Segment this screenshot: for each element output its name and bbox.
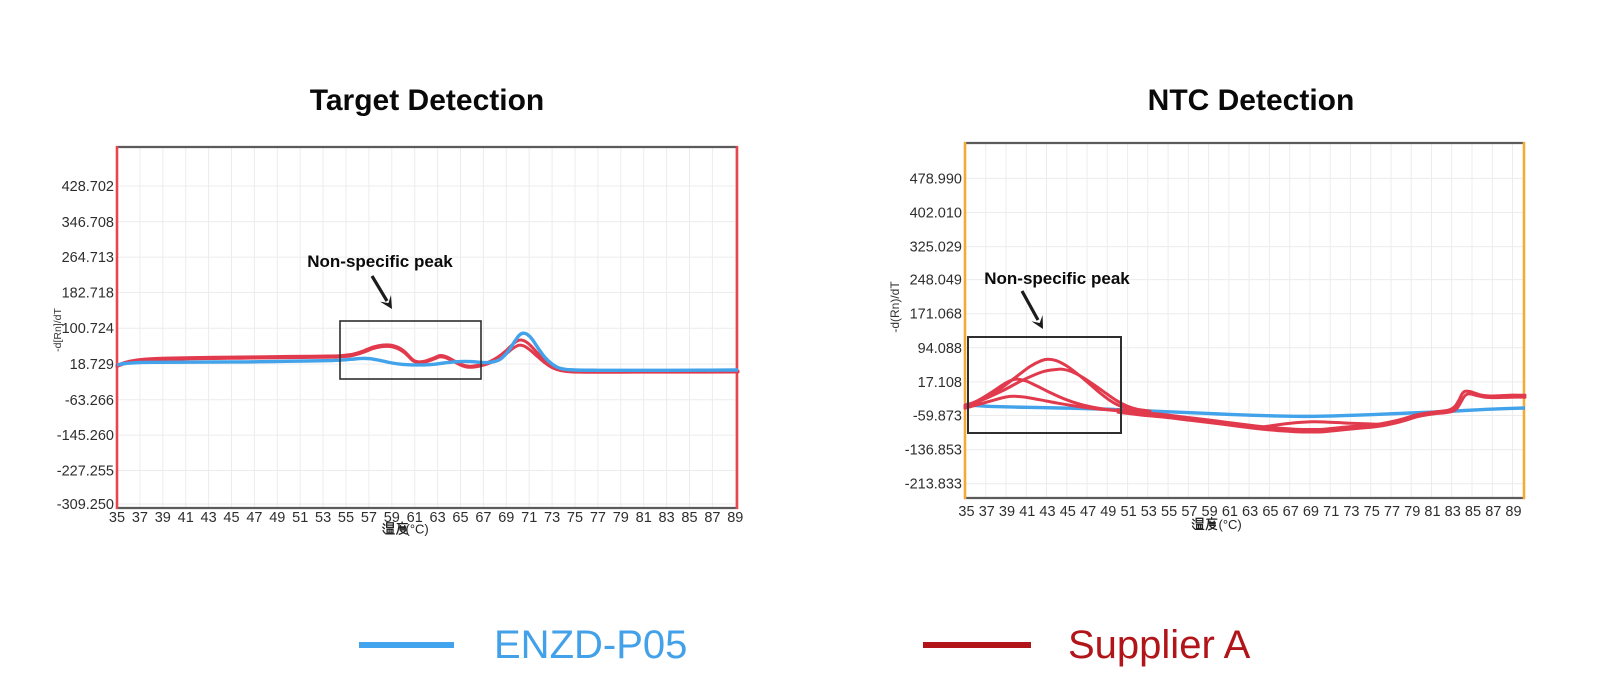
svg-text:61: 61	[407, 510, 423, 526]
svg-text:63: 63	[430, 510, 446, 526]
svg-text:ENZD-P05: ENZD-P05	[494, 623, 687, 667]
svg-text:35: 35	[109, 510, 125, 526]
svg-text:75: 75	[567, 510, 583, 526]
svg-text:100.724: 100.724	[62, 321, 114, 337]
svg-text:75: 75	[1364, 504, 1380, 520]
svg-text:63: 63	[1242, 504, 1258, 520]
svg-text:81: 81	[1424, 504, 1440, 520]
svg-text:45: 45	[1060, 504, 1076, 520]
svg-text:-136.853: -136.853	[905, 443, 962, 459]
svg-text:83: 83	[1445, 504, 1461, 520]
svg-text:61: 61	[1222, 504, 1238, 520]
svg-text:Target Detection: Target Detection	[310, 84, 544, 117]
svg-text:53: 53	[315, 510, 331, 526]
svg-text:49: 49	[269, 510, 285, 526]
svg-text:69: 69	[498, 510, 514, 526]
svg-text:79: 79	[613, 510, 629, 526]
svg-text:346.708: 346.708	[62, 215, 114, 231]
svg-text:41: 41	[178, 510, 194, 526]
svg-text:325.029: 325.029	[910, 240, 962, 256]
svg-text:59: 59	[384, 510, 400, 526]
svg-text:59: 59	[1202, 504, 1218, 520]
svg-text:-213.833: -213.833	[905, 477, 962, 493]
svg-text:67: 67	[475, 510, 491, 526]
svg-text:89: 89	[727, 510, 743, 526]
svg-text:89: 89	[1505, 504, 1521, 520]
svg-text:47: 47	[1080, 504, 1096, 520]
svg-text:-63.266: -63.266	[65, 393, 114, 409]
svg-text:182.718: 182.718	[62, 286, 114, 302]
svg-text:65: 65	[1262, 504, 1278, 520]
svg-text:41: 41	[1019, 504, 1035, 520]
svg-text:67: 67	[1283, 504, 1299, 520]
svg-text:79: 79	[1404, 504, 1420, 520]
svg-text:39: 39	[999, 504, 1015, 520]
svg-text:Non-specific peak: Non-specific peak	[307, 252, 453, 271]
svg-text:39: 39	[155, 510, 171, 526]
svg-text:51: 51	[292, 510, 308, 526]
svg-text:81: 81	[636, 510, 652, 526]
svg-text:51: 51	[1121, 504, 1137, 520]
svg-text:402.010: 402.010	[910, 206, 962, 222]
svg-text:(°C): (°C)	[406, 522, 429, 537]
svg-text:47: 47	[246, 510, 262, 526]
svg-text:-309.250: -309.250	[57, 497, 114, 513]
svg-text:83: 83	[659, 510, 675, 526]
svg-text:71: 71	[1323, 504, 1339, 520]
svg-text:171.068: 171.068	[910, 307, 962, 323]
svg-text:-d(Rn)/dT: -d(Rn)/dT	[888, 281, 902, 333]
svg-text:43: 43	[1039, 504, 1055, 520]
svg-text:(°C): (°C)	[1219, 517, 1242, 532]
svg-text:18.729: 18.729	[70, 357, 114, 373]
svg-text:77: 77	[1384, 504, 1400, 520]
svg-text:478.990: 478.990	[910, 171, 962, 187]
svg-text:-59.873: -59.873	[913, 409, 962, 425]
svg-text:57: 57	[361, 510, 377, 526]
svg-text:37: 37	[979, 504, 995, 520]
svg-text:17.108: 17.108	[918, 375, 962, 391]
svg-text:94.088: 94.088	[918, 341, 962, 357]
svg-text:53: 53	[1141, 504, 1157, 520]
svg-text:45: 45	[223, 510, 239, 526]
svg-text:87: 87	[1485, 504, 1501, 520]
svg-text:43: 43	[201, 510, 217, 526]
svg-text:85: 85	[681, 510, 697, 526]
svg-text:65: 65	[452, 510, 468, 526]
svg-text:NTC Detection: NTC Detection	[1148, 84, 1355, 117]
svg-text:248.049: 248.049	[910, 273, 962, 289]
svg-text:49: 49	[1100, 504, 1116, 520]
svg-text:57: 57	[1181, 504, 1197, 520]
svg-text:73: 73	[544, 510, 560, 526]
svg-text:Supplier A: Supplier A	[1068, 623, 1251, 667]
svg-text:-145.260: -145.260	[57, 428, 114, 444]
svg-text:-d[Rn]/dT: -d[Rn]/dT	[52, 308, 64, 352]
svg-text:264.713: 264.713	[62, 250, 114, 266]
svg-text:55: 55	[1161, 504, 1177, 520]
svg-text:37: 37	[132, 510, 148, 526]
svg-text:71: 71	[521, 510, 537, 526]
svg-text:35: 35	[958, 504, 974, 520]
svg-text:-227.255: -227.255	[57, 464, 114, 480]
svg-text:69: 69	[1303, 504, 1319, 520]
svg-text:73: 73	[1343, 504, 1359, 520]
svg-text:77: 77	[590, 510, 606, 526]
svg-text:85: 85	[1465, 504, 1481, 520]
svg-text:428.702: 428.702	[62, 179, 114, 195]
svg-text:Non-specific peak: Non-specific peak	[984, 269, 1130, 288]
svg-text:55: 55	[338, 510, 354, 526]
svg-text:87: 87	[704, 510, 720, 526]
